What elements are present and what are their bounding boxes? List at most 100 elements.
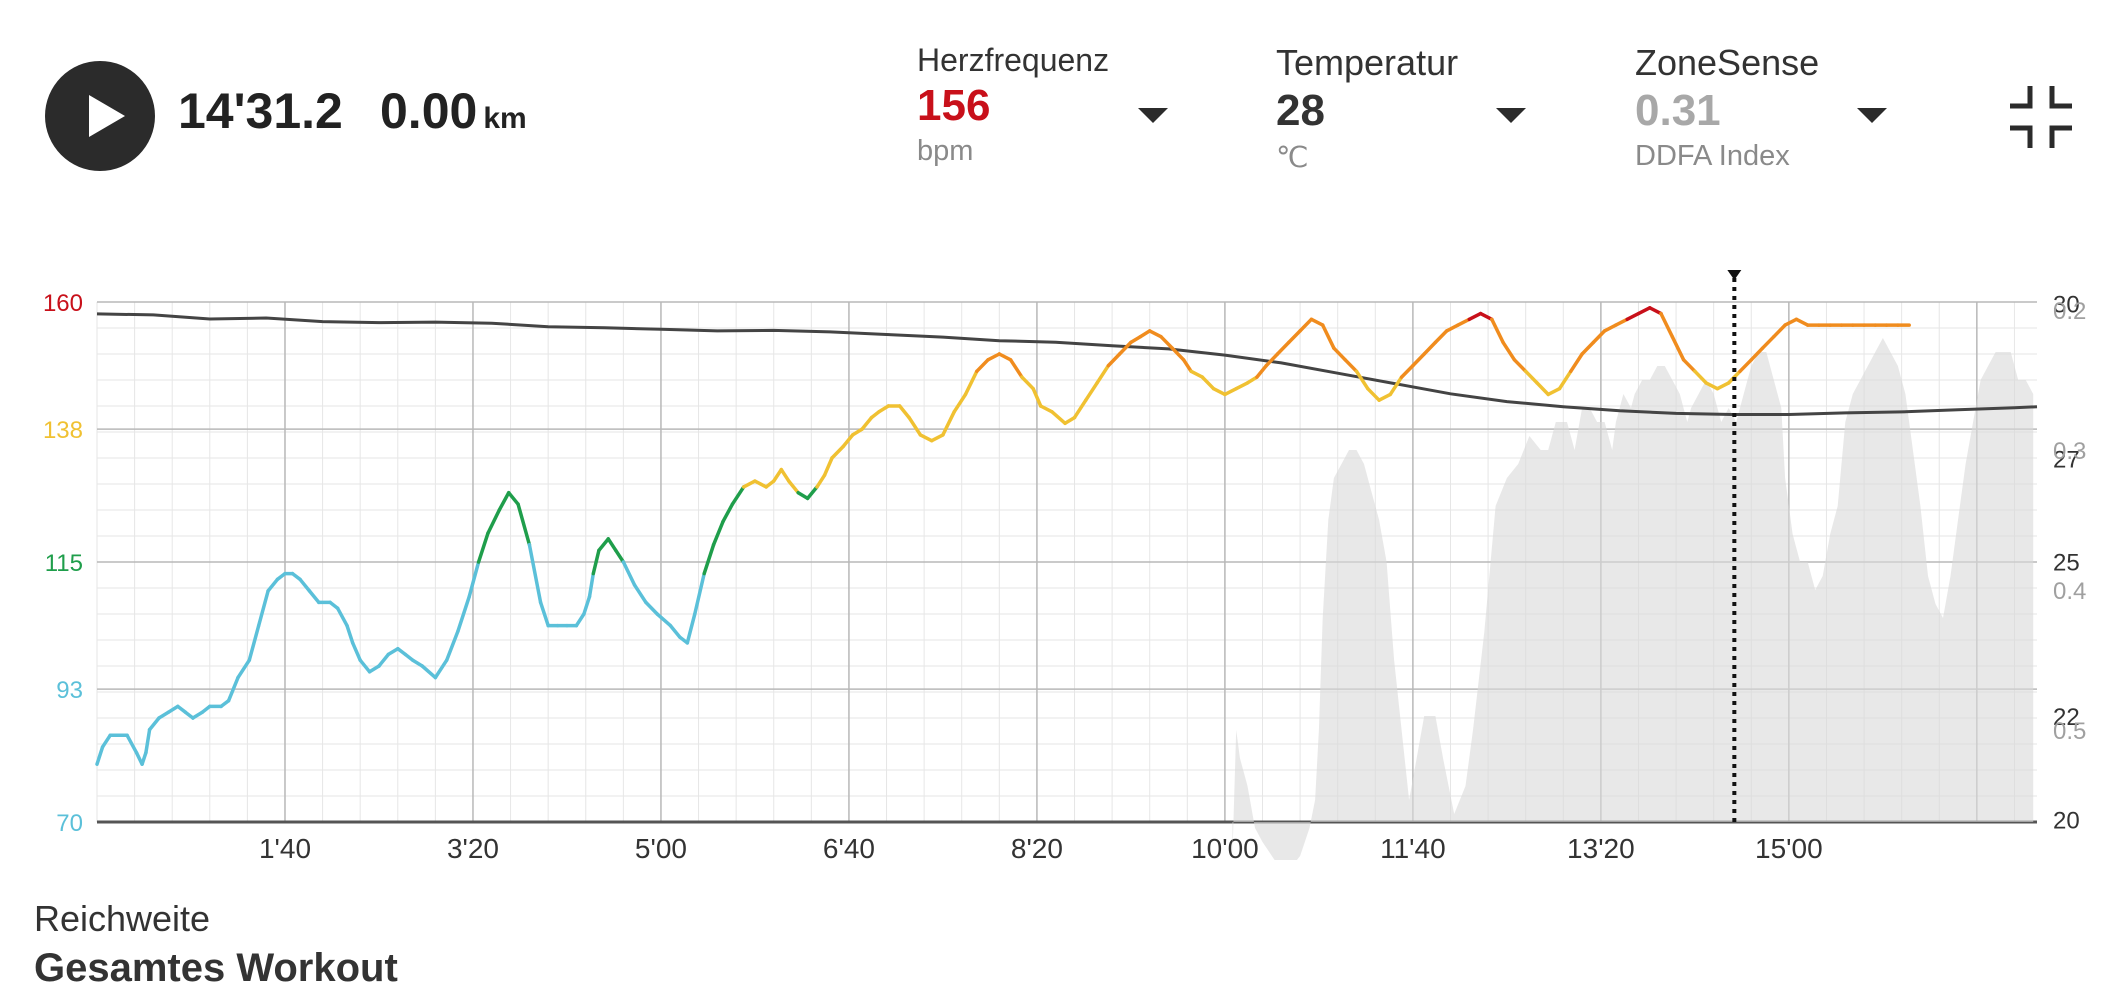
ddfa-tick-label: 0.6 (2053, 858, 2086, 860)
series-heart-rate-segment (1264, 352, 1280, 368)
heart-rate-dropdown-icon[interactable] (1138, 108, 1168, 123)
x-tick-label: 15'00 (1755, 833, 1823, 860)
series-heart-rate-segment (307, 589, 321, 605)
ddfa-tick-label: 0.4 (2053, 578, 2086, 605)
series-heart-rate-segment (1189, 369, 1205, 379)
series-heart-rate-segment (1298, 317, 1314, 333)
temperature-tick-label: 27 (2053, 446, 2080, 473)
series-heart-rate-segment (1648, 306, 1663, 316)
series-heart-rate-segment (1546, 386, 1562, 397)
play-button[interactable] (45, 61, 155, 171)
series-heart-rate-segment (1715, 381, 1731, 391)
zonesense-dropdown-icon[interactable] (1857, 108, 1887, 123)
series-heart-rate-segment (476, 531, 490, 564)
series-heart-rate-segment (632, 583, 648, 605)
collapse-button[interactable] (2010, 86, 2072, 148)
series-heart-rate-segment (1456, 317, 1472, 327)
x-tick-label: 8'20 (1011, 833, 1063, 860)
hr-tick-label: 160 (43, 290, 83, 317)
workout-chart-svg[interactable]: 1'40 3'20 5'00 6'40 8'20 10'00 11'40 13'20 15'00… (0, 240, 2126, 885)
series-heart-rate-segment (685, 612, 697, 645)
series-heart-rate-segment (1159, 334, 1175, 350)
metric-unit: ℃ (1276, 142, 1309, 174)
metric-label: ZoneSense (1635, 42, 1820, 83)
distance: 0.00 km (380, 82, 527, 140)
series-heart-rate-segment (1512, 358, 1528, 374)
x-tick-label: 6'40 (823, 833, 875, 860)
series-heart-rate-segment (350, 641, 362, 662)
series-heart-rate-segment (1422, 340, 1438, 356)
series-heart-rate-segment (420, 664, 438, 680)
range-selector[interactable]: Gesamtes Workout (34, 946, 398, 990)
metric-label: Herzfrequenz (917, 42, 1110, 78)
series-heart-rate-segment (1681, 358, 1697, 374)
series-heart-rate-segment (1602, 323, 1618, 333)
series-heart-rate-segment (538, 600, 550, 628)
series-heart-rate-segment (444, 629, 460, 662)
series-heart-rate-segment (941, 410, 956, 437)
hr-tick-label: 115 (45, 550, 83, 577)
series-heart-rate-segment (897, 404, 911, 420)
series-heart-rate-segment (1008, 358, 1024, 379)
series-heart-rate-segment (1614, 317, 1629, 327)
x-tick-label: 1'40 (259, 833, 311, 860)
temperature-dropdown-icon[interactable] (1496, 108, 1526, 123)
ddfa-tick-label: 0.2 (2053, 298, 2086, 325)
temperature-tick-label: 20 (2053, 807, 2080, 834)
series-heart-rate-segment (433, 658, 449, 680)
temperature-tick-label: 30 (2053, 292, 2080, 319)
series-heart-rate-segment (367, 664, 381, 674)
series-heart-rate-segment (1245, 375, 1259, 385)
series-heart-rate-segment (1399, 363, 1415, 379)
series-heart-rate-segment (377, 652, 391, 668)
series-zonesense-area (1232, 338, 2034, 870)
series-heart-rate-segment (779, 467, 791, 483)
series-heart-rate-segment (1129, 334, 1143, 345)
series-heart-rate-segment (1523, 369, 1539, 385)
series-heart-rate-segment (1749, 346, 1765, 362)
series-heart-rate-segment (1625, 311, 1641, 322)
metric-zonesense[interactable]: ZoneSense 0.31 DDFA Index (1635, 42, 1819, 173)
series-heart-rate-segment (796, 490, 810, 501)
series-heart-rate-segment (1050, 410, 1067, 426)
series-heart-rate-segment (144, 727, 152, 755)
series-heart-rate-segment (587, 571, 596, 599)
distance-value: 0.00 (380, 83, 478, 139)
series-heart-rate-segment (621, 560, 637, 587)
series-heart-rate-segment (1020, 375, 1035, 391)
series-heart-rate-segment (456, 594, 471, 634)
series-heart-rate-segment (1170, 346, 1186, 362)
series-heart-rate-segment (711, 519, 725, 547)
series-heart-rate-segment (860, 415, 874, 431)
metric-value: 0.31 (1635, 86, 1721, 135)
series-heart-rate-segment (952, 392, 968, 414)
series-heart-rate-segment (497, 490, 511, 512)
series-heart-rate-segment (266, 577, 280, 593)
series-heart-rate-segment (335, 606, 349, 628)
series-heart-rate-segment (721, 502, 735, 524)
series-heart-rate-segment (1072, 398, 1088, 420)
metric-temperature[interactable]: Temperatur 28 ℃ (1276, 42, 1458, 175)
metric-unit: bpm (917, 135, 974, 167)
metric-heart-rate[interactable]: Herzfrequenz 156 bpm (917, 42, 1109, 168)
workout-chart[interactable]: 1'40 3'20 5'00 6'40 8'20 10'00 11'40 13'20 15'00… (0, 240, 2126, 885)
x-tick-label: 13'20 (1567, 833, 1635, 860)
series-heart-rate-segment (140, 750, 148, 766)
series-heart-rate-segment (147, 716, 161, 732)
series-heart-rate-segment (655, 612, 673, 628)
series-heart-rate-segment (918, 433, 934, 443)
series-heart-rate-segment (850, 427, 864, 437)
series-heart-rate-segment (929, 433, 945, 443)
series-heart-rate-segment (1591, 329, 1607, 345)
series-heart-rate-segment (1535, 381, 1550, 397)
series-heart-rate-segment (1234, 381, 1250, 391)
series-heart-rate-segment (997, 352, 1013, 362)
series-heart-rate-segment (614, 548, 626, 564)
series-heart-rate-segment (1084, 381, 1099, 402)
series-heart-rate-segment (822, 456, 834, 478)
series-heart-rate-segment (702, 542, 716, 576)
series-heart-rate-segment (1569, 352, 1584, 374)
series-heart-rate-segment (668, 623, 682, 639)
series-heart-rate-segment (1636, 306, 1652, 316)
series-heart-rate-segment (574, 612, 586, 628)
